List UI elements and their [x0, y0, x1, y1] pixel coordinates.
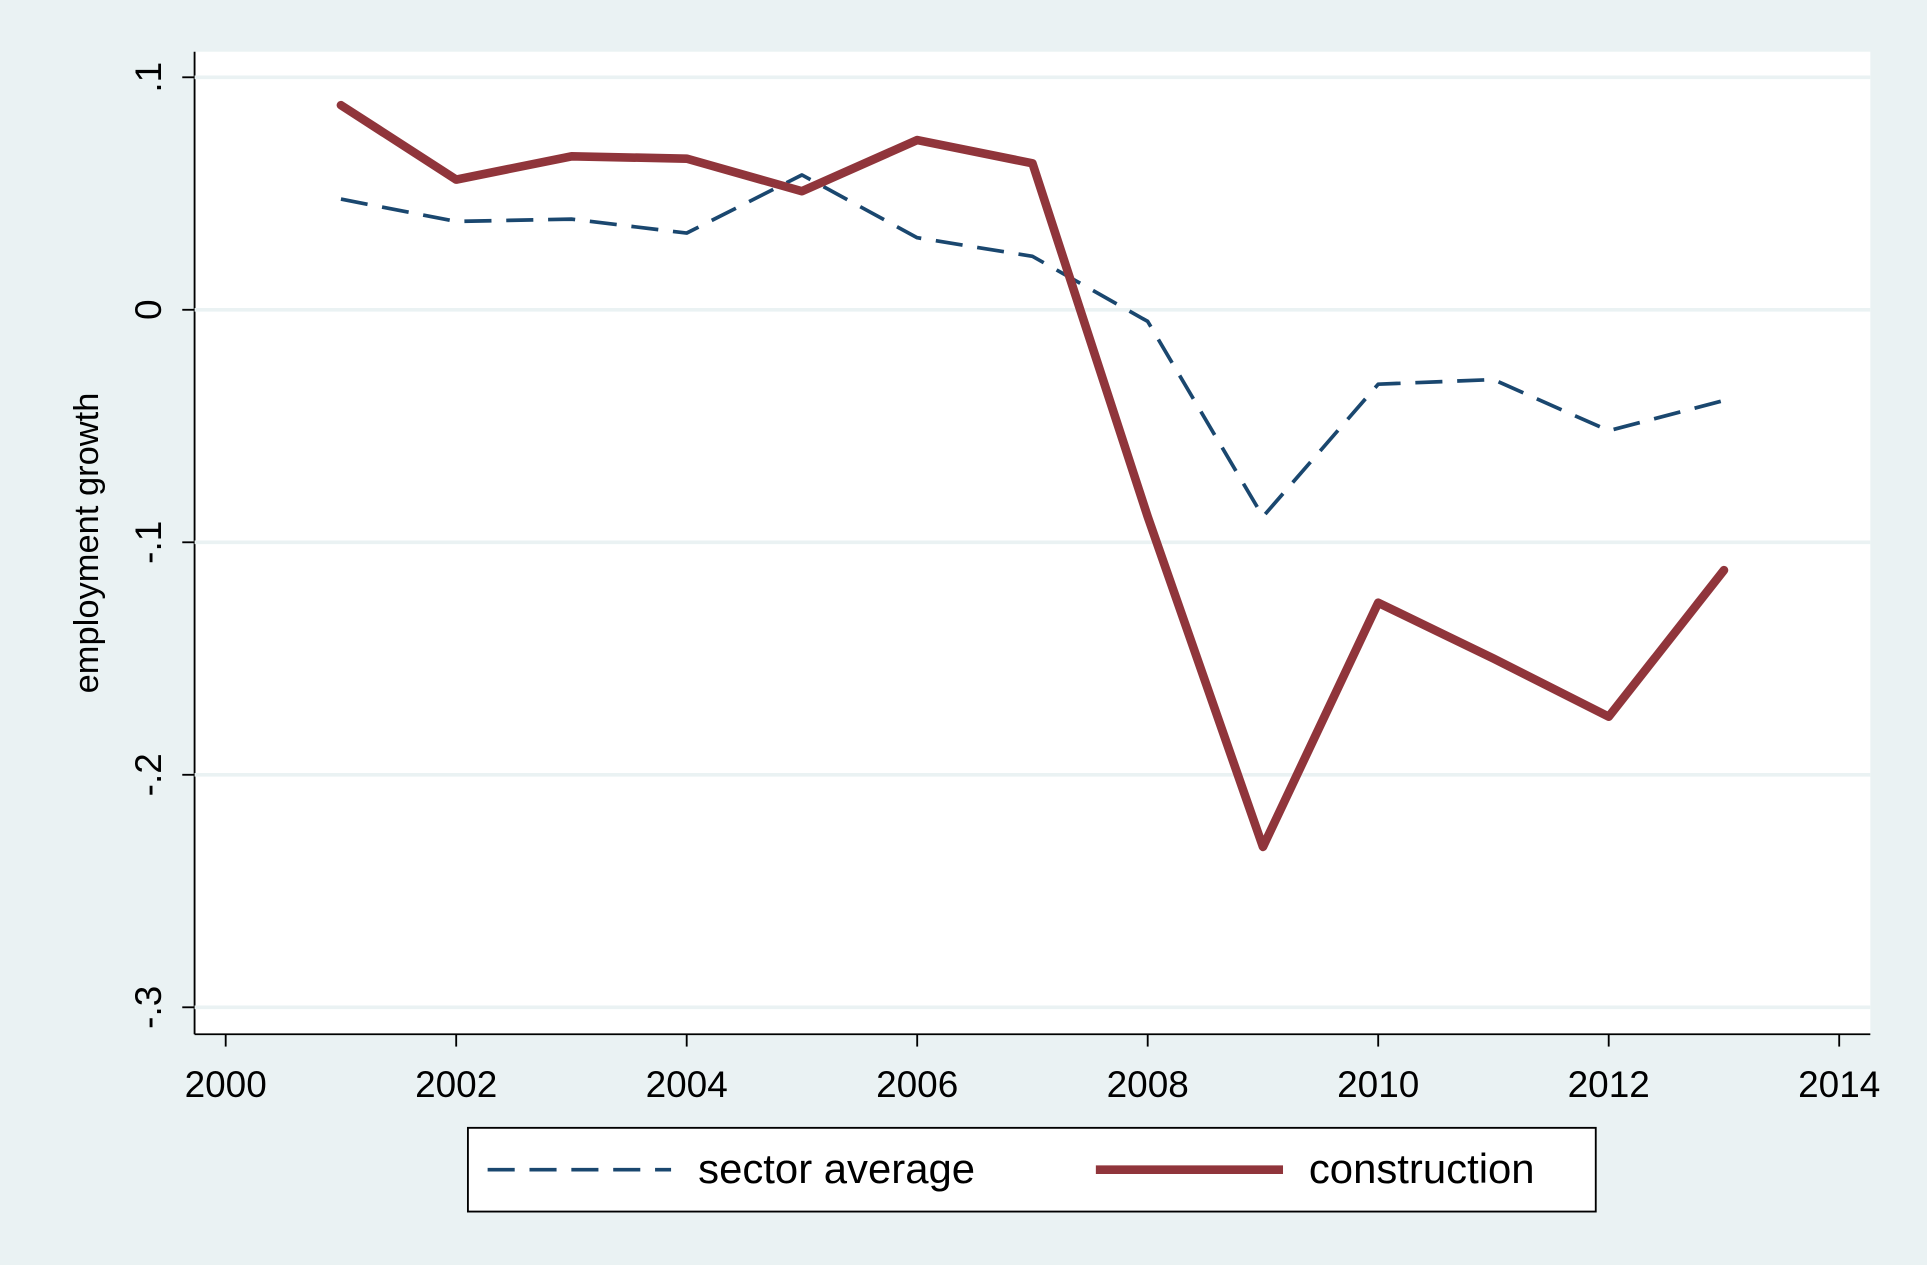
- series-line: [336, 100, 1729, 852]
- x-tick-label: 2012: [1568, 1064, 1650, 1105]
- y-tick-label: .1: [128, 62, 169, 93]
- x-tick-label: 2004: [646, 1064, 728, 1105]
- legend-label: construction: [1309, 1145, 1535, 1192]
- x-tick-label: 2000: [185, 1064, 267, 1105]
- x-tick-label: 2014: [1798, 1064, 1880, 1105]
- x-tick-label: 2002: [415, 1064, 497, 1105]
- y-tick-label: -.3: [128, 986, 169, 1029]
- x-tick-label: 2006: [876, 1064, 958, 1105]
- y-tick-label: -.1: [128, 521, 169, 564]
- x-tick-label: 2008: [1107, 1064, 1189, 1105]
- series-line: [340, 173, 1725, 519]
- y-tick-label: 0: [128, 300, 169, 321]
- y-tick-label: -.2: [128, 753, 169, 796]
- legend-label: sector average: [698, 1145, 975, 1192]
- x-tick-label: 2010: [1337, 1064, 1419, 1105]
- y-axis-label: employment growth: [68, 393, 106, 694]
